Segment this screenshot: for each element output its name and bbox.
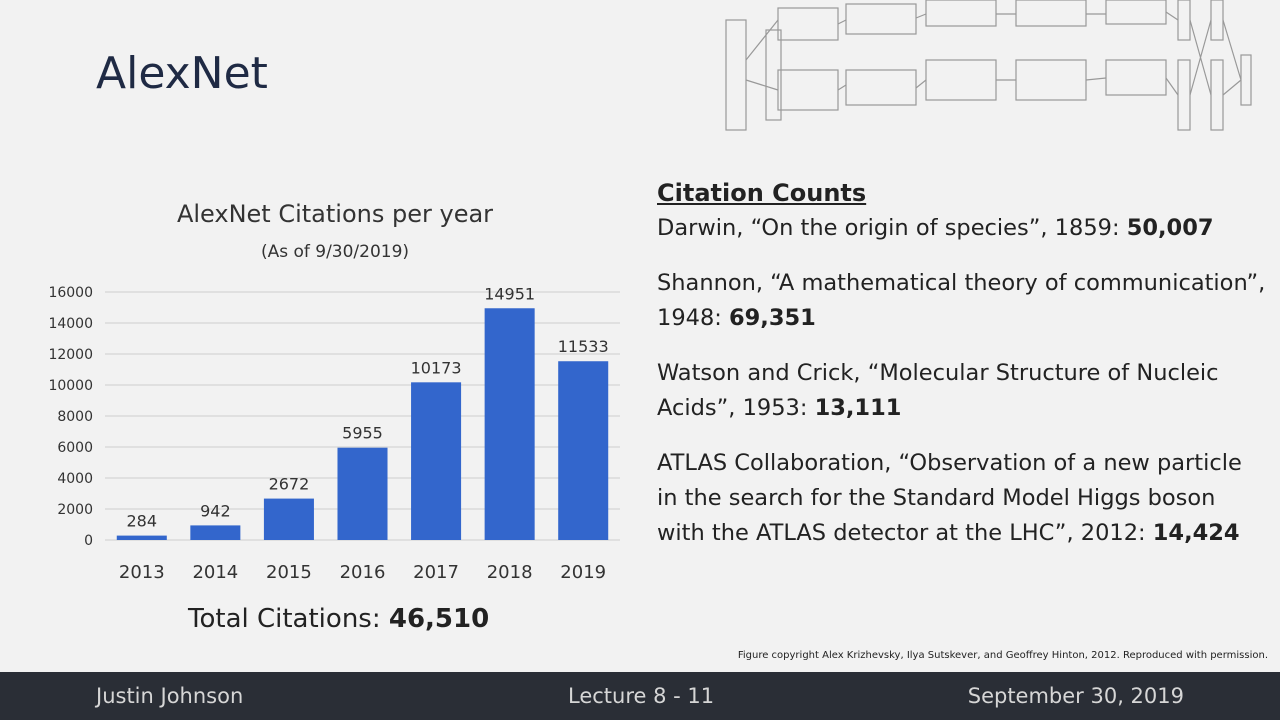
- citation-entry-watson-crick: Watson and Crick, “Molecular Structure o…: [657, 356, 1267, 426]
- data-label: 2672: [269, 475, 310, 494]
- footer-author: Justin Johnson: [96, 684, 244, 708]
- bar: [337, 447, 388, 540]
- bar: [558, 361, 609, 540]
- y-tick-label: 8000: [57, 409, 93, 425]
- x-tick-label: 2018: [487, 562, 533, 583]
- x-tick-label: 2015: [266, 562, 312, 583]
- y-tick-label: 0: [84, 533, 93, 549]
- figure-credit: Figure copyright Alex Krizhevsky, Ilya S…: [737, 650, 1268, 661]
- y-tick-label: 4000: [57, 471, 93, 487]
- x-tick-label: 2016: [340, 562, 386, 583]
- bar: [116, 535, 167, 540]
- x-tick-label: 2017: [413, 562, 459, 583]
- chart-subtitle: (As of 9/30/2019): [260, 242, 410, 262]
- footer-date: September 30, 2019: [967, 684, 1184, 708]
- total-citations: Total Citations: 46,510: [188, 604, 489, 634]
- y-tick-label: 14000: [48, 316, 93, 332]
- y-tick-label: 12000: [48, 347, 93, 363]
- y-tick-label: 2000: [57, 502, 93, 518]
- data-label: 284: [127, 512, 158, 531]
- data-label: 5955: [342, 424, 383, 443]
- citation-entry-text: Darwin, “On the origin of species”, 1859…: [657, 215, 1127, 241]
- total-citations-label: Total Citations:: [188, 604, 389, 634]
- citation-counts-panel: Citation Counts Darwin, “On the origin o…: [657, 176, 1267, 571]
- citations-bar-chart: 0 2000 4000 6000 8000 10000 12000 14000 16000 284…: [48, 284, 620, 583]
- bar: [411, 382, 462, 540]
- x-tick-label: 2013: [119, 562, 165, 583]
- y-tick-label: 16000: [48, 285, 93, 301]
- data-label: 11533: [558, 337, 609, 356]
- bar: [263, 498, 314, 540]
- citation-entry-count: 50,007: [1126, 215, 1214, 241]
- slide-title: AlexNet: [96, 48, 268, 99]
- bar: [190, 525, 241, 540]
- data-label: 942: [200, 501, 231, 520]
- citation-entry-count: 14,424: [1152, 520, 1240, 546]
- citation-entry-shannon: Shannon, “A mathematical theory of commu…: [657, 266, 1267, 336]
- bar: [484, 308, 535, 540]
- slide-footer: Justin Johnson Lecture 8 - 11 September …: [0, 672, 1280, 720]
- citation-entry-text: Shannon, “A mathematical theory of commu…: [657, 270, 1266, 331]
- y-tick-label: 6000: [57, 440, 93, 456]
- citation-entry-count: 69,351: [729, 305, 816, 331]
- data-label: 10173: [411, 358, 462, 377]
- citation-entry-atlas: ATLAS Collaboration, “Observation of a n…: [657, 446, 1267, 551]
- citation-entry-darwin: Darwin, “On the origin of species”, 1859…: [657, 211, 1267, 246]
- chart-title: AlexNet Citations per year: [176, 200, 494, 228]
- citation-entry-count: 13,111: [814, 395, 902, 421]
- citation-counts-heading: Citation Counts: [657, 179, 867, 207]
- citation-entry-text: Watson and Crick, “Molecular Structure o…: [657, 360, 1219, 421]
- alexnet-architecture-diagram: [725, 0, 1252, 131]
- x-tick-label: 2014: [192, 562, 238, 583]
- y-tick-label: 10000: [48, 378, 93, 394]
- x-tick-label: 2019: [560, 562, 606, 583]
- total-citations-value: 46,510: [388, 604, 490, 634]
- citation-entry-text: ATLAS Collaboration, “Observation of a n…: [657, 450, 1242, 546]
- data-label: 14951: [484, 284, 535, 303]
- footer-lecture: Lecture 8 - 11: [568, 684, 715, 708]
